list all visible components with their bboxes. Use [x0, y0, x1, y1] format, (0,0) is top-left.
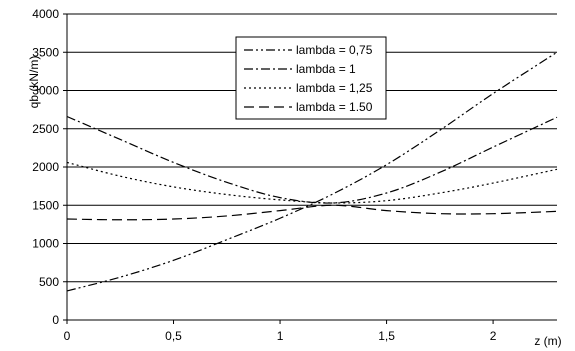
legend-label: lambda = 1,25: [296, 81, 373, 95]
legend-label: lambda = 1: [296, 62, 356, 76]
y-tick-label: 3000: [32, 84, 59, 98]
series-line-3: [66, 161, 558, 204]
y-tick-label: 2000: [32, 160, 59, 174]
x-tick-label: 1: [277, 329, 284, 343]
y-tick-label: 1500: [32, 198, 59, 212]
series-line-4: [66, 204, 558, 221]
series-line-2: [66, 115, 558, 204]
x-tick-label: 0,5: [165, 329, 182, 343]
y-tick-label: 2500: [32, 122, 59, 136]
y-tick-label: 3500: [32, 45, 59, 59]
legend: lambda = 0,75 lambda = 1 lambda = 1,25 lamb…: [235, 36, 387, 120]
x-tick-label: 0: [64, 329, 71, 343]
tick-labels: 0 500 1000 1500 2000 2500 3000 3500 4000 0 0,5 1 1,5…: [32, 7, 496, 343]
x-tick-label: 2: [490, 329, 497, 343]
y-tick-label: 4000: [32, 7, 59, 21]
y-axis-label: qb (kN/m): [27, 56, 41, 109]
legend-label: lambda = 1.50: [296, 100, 373, 114]
legend-box: [235, 36, 387, 120]
y-tick-label: 500: [39, 275, 59, 289]
series-lines: [66, 51, 558, 292]
x-tick-label: 1,5: [378, 329, 395, 343]
series-line-1: [66, 51, 558, 292]
legend-label: lambda = 0,75: [296, 43, 373, 57]
y-tick-label: 0: [52, 313, 59, 327]
axes: [63, 13, 557, 324]
x-axis-label: z (m): [534, 334, 561, 348]
y-tick-label: 1000: [32, 237, 59, 251]
